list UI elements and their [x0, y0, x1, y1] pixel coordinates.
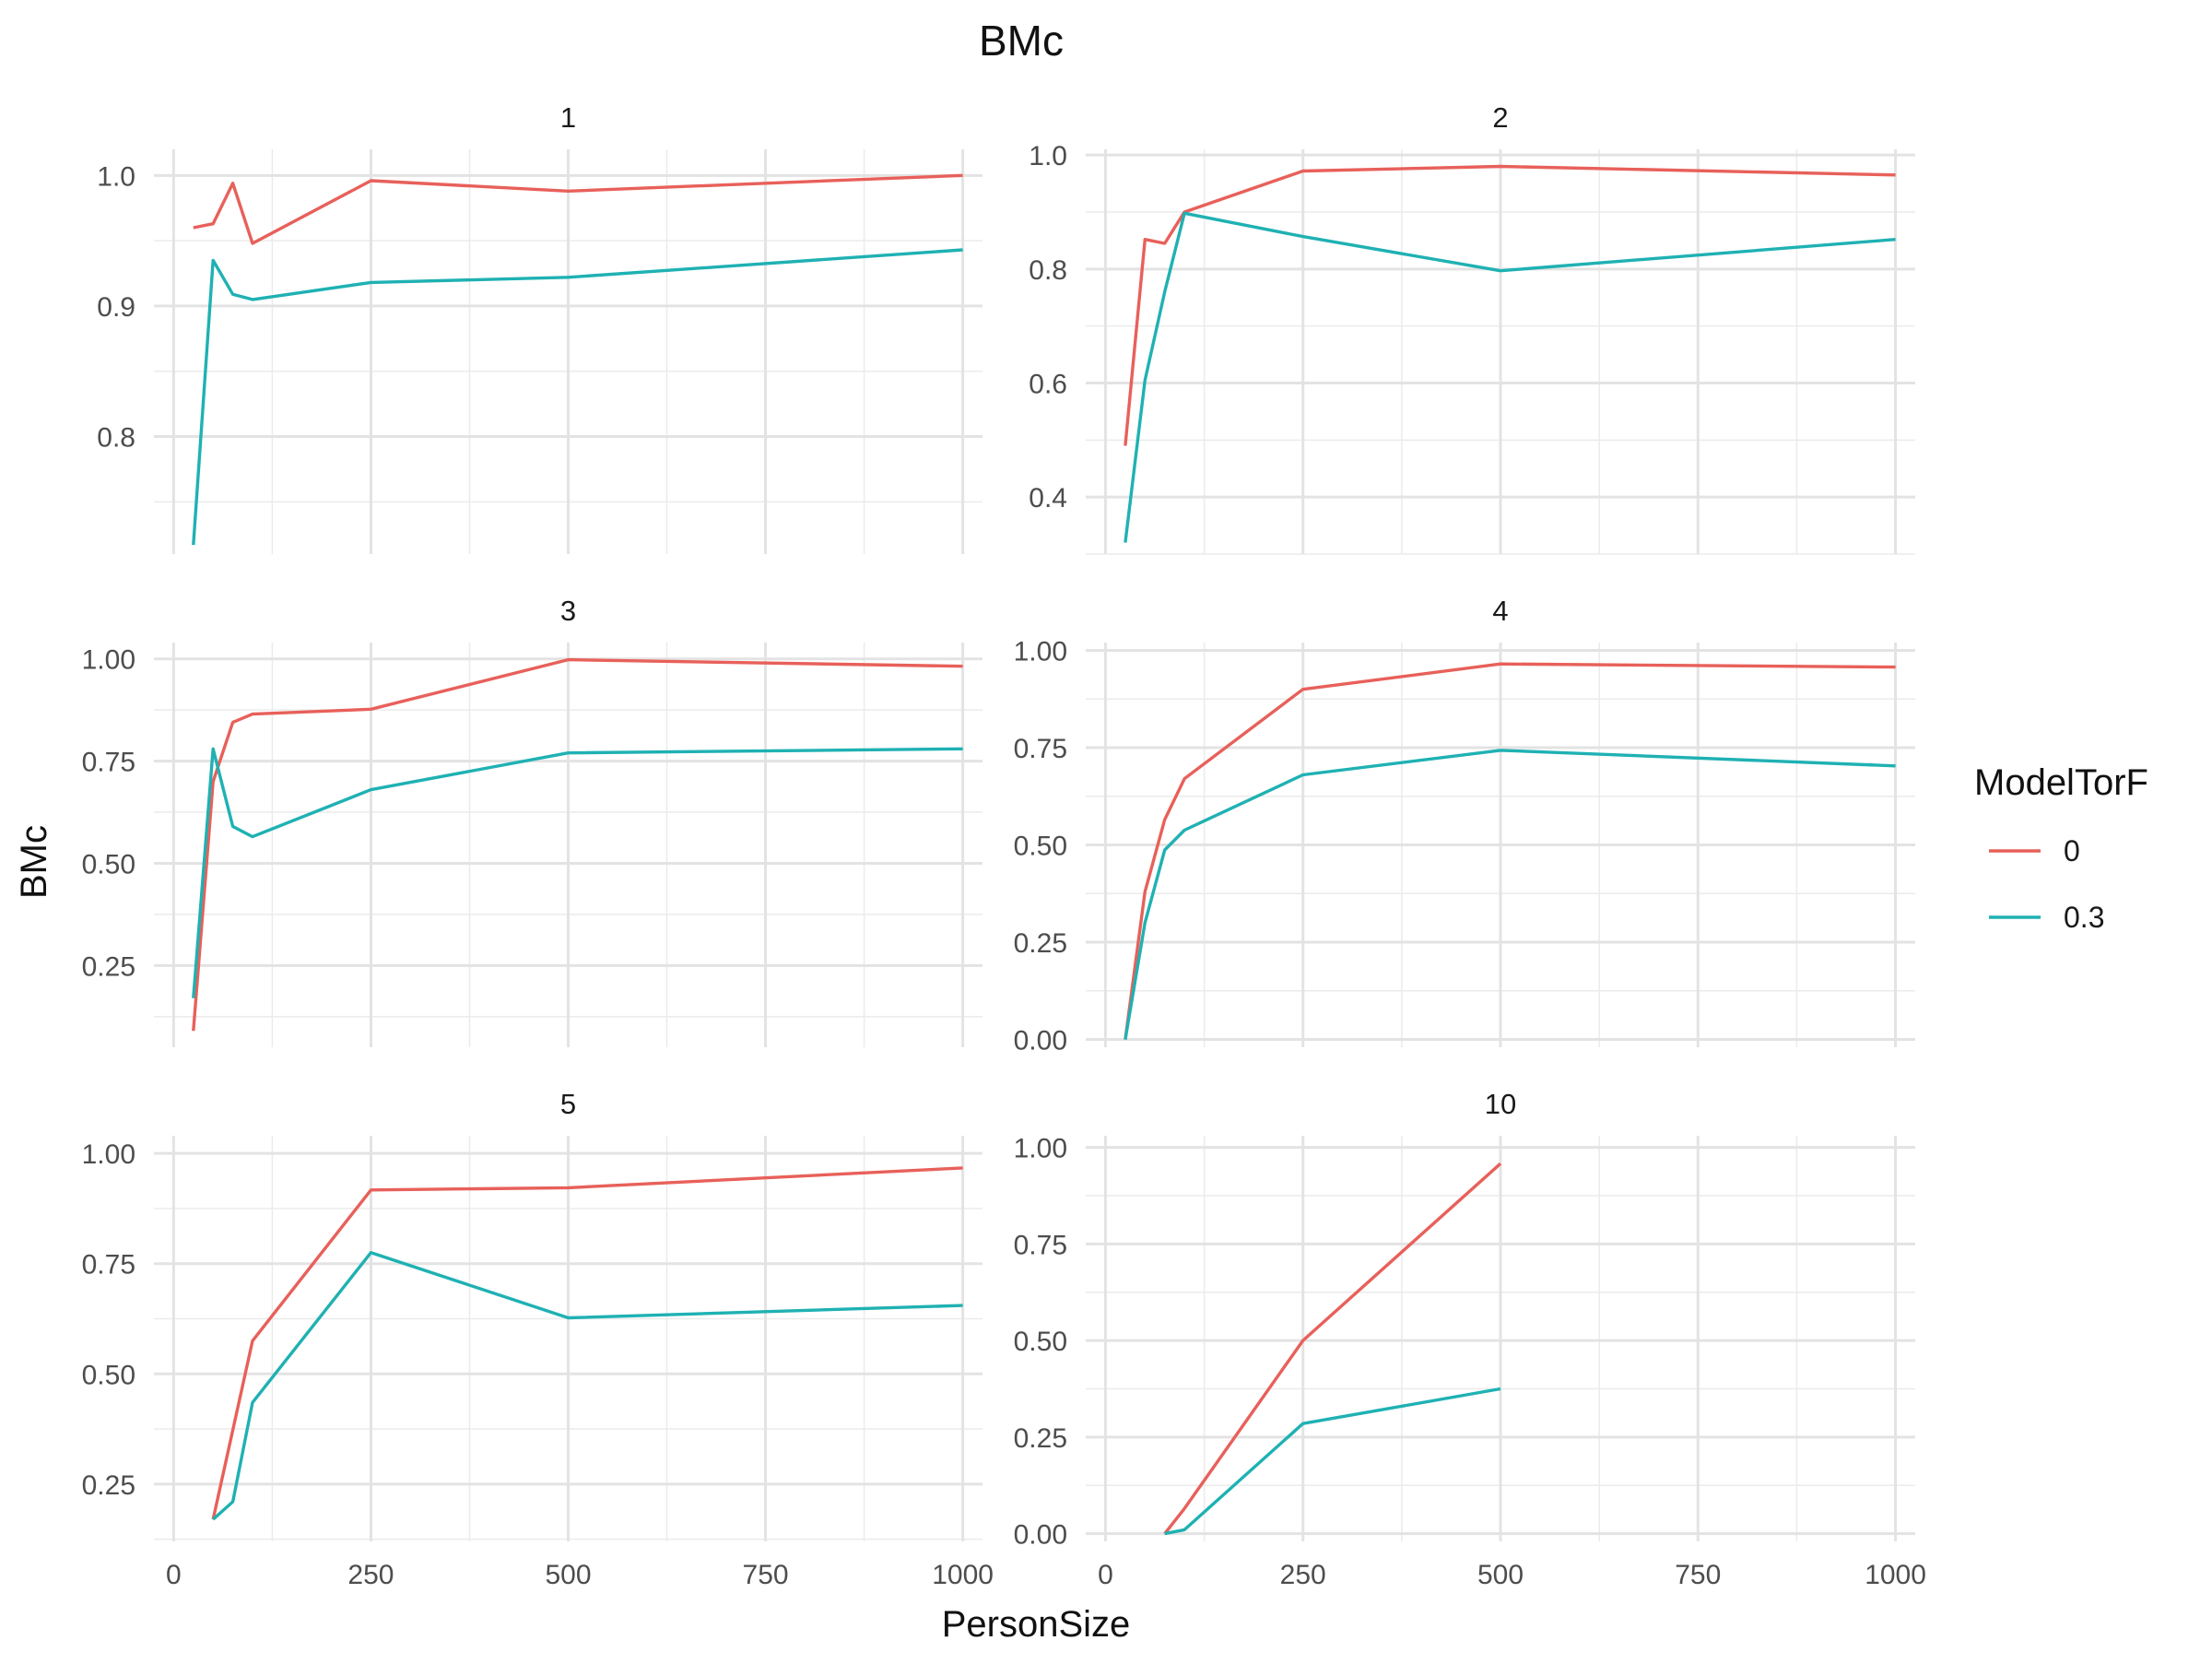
y-tick-label: 0.8 [1029, 255, 1067, 286]
y-tick-label: 0.50 [82, 849, 135, 879]
y-tick-label: 0.25 [1014, 1423, 1067, 1454]
x-tick-label: 750 [743, 1560, 789, 1590]
series-line-0_3 [1124, 211, 1896, 543]
facet-panel-1: 1 0.8 0.9 1.0 [97, 101, 982, 554]
facet-strip-label: 2 [1492, 101, 1508, 134]
facet-strip-label: 4 [1492, 595, 1508, 627]
facet-strip-label: 5 [560, 1088, 576, 1120]
y-tick-label: 0.25 [82, 1470, 135, 1501]
series-line-0 [1124, 662, 1896, 1040]
x-tick-label: 0 [166, 1560, 182, 1590]
facet-panels: 1 0.8 0.9 1.0 2 0.4 0.6 0.8 1.0 3 0.25 0.50 0.75 1.00… [82, 101, 1926, 1590]
series-line-0 [211, 1166, 963, 1520]
series-line-0_3 [1124, 749, 1896, 1040]
y-tick-label: 0.75 [1014, 1230, 1067, 1260]
legend: ModelTorF 00.3 [1974, 762, 2148, 934]
series-line-0 [193, 173, 963, 245]
y-tick-label: 0.00 [1014, 1520, 1067, 1551]
x-tick-label: 750 [1675, 1560, 1721, 1590]
facet-panel-5: 5 0.25 0.50 0.75 1.00 0 250 500 750 1000 [82, 1088, 994, 1590]
y-tick-label: 1.00 [82, 645, 135, 676]
legend-entries: 00.3 [1989, 834, 2104, 934]
legend-label: 0.3 [2064, 901, 2104, 934]
y-tick-label: 0.75 [82, 748, 135, 778]
x-tick-label: 250 [1280, 1560, 1326, 1590]
x-tick-label: 250 [347, 1560, 394, 1590]
x-axis-label: PersonSize [942, 1604, 1131, 1645]
y-tick-label: 0.8 [97, 423, 135, 454]
y-tick-label: 0.75 [1014, 734, 1067, 764]
y-tick-label: 0.4 [1029, 483, 1067, 513]
facet-panel-4: 4 0.00 0.25 0.50 0.75 1.00 [1014, 595, 1915, 1056]
y-tick-label: 0.50 [1014, 832, 1067, 862]
y-tick-label: 0.9 [97, 292, 135, 323]
series-line-0_3 [192, 747, 963, 998]
facet-panel-10: 10 0.00 0.25 0.50 0.75 1.00 0 250 500 750 1000 [1014, 1088, 1926, 1590]
series-line-0 [192, 657, 963, 1032]
legend-label: 0 [2064, 834, 2080, 867]
facet-panel-2: 2 0.4 0.6 0.8 1.0 [1029, 101, 1915, 555]
series-line-0_3 [192, 248, 963, 546]
legend-title: ModelTorF [1974, 762, 2148, 803]
x-tick-label: 500 [545, 1560, 591, 1590]
y-tick-label: 1.00 [1014, 636, 1067, 667]
y-axis-label: BMc [14, 825, 54, 899]
y-tick-label: 1.00 [1014, 1134, 1067, 1164]
x-tick-label: 1000 [932, 1560, 994, 1590]
y-tick-label: 0.50 [1014, 1327, 1067, 1357]
series-line-0 [1124, 164, 1896, 446]
y-tick-label: 0.25 [1014, 928, 1067, 959]
y-tick-label: 0.75 [82, 1250, 135, 1280]
y-tick-label: 0.50 [82, 1360, 135, 1390]
facet-strip-label: 10 [1485, 1088, 1516, 1120]
facet-strip-label: 1 [560, 101, 576, 134]
x-tick-label: 0 [1098, 1560, 1113, 1590]
y-tick-label: 0.00 [1014, 1026, 1067, 1056]
chart-title: BMc [979, 17, 1064, 65]
x-tick-label: 500 [1477, 1560, 1524, 1590]
y-tick-label: 1.0 [1029, 141, 1067, 171]
facet-strip-label: 3 [560, 595, 576, 627]
y-tick-label: 0.25 [82, 951, 135, 982]
y-tick-label: 0.6 [1029, 370, 1067, 400]
x-tick-label: 1000 [1865, 1560, 1926, 1590]
series-line-0 [1163, 1162, 1502, 1535]
series-line-0_3 [1164, 1387, 1501, 1536]
y-tick-label: 1.0 [97, 161, 135, 192]
facet-panel-3: 3 0.25 0.50 0.75 1.00 [82, 595, 982, 1047]
y-tick-label: 1.00 [82, 1139, 135, 1170]
series-line-0_3 [212, 1250, 963, 1521]
